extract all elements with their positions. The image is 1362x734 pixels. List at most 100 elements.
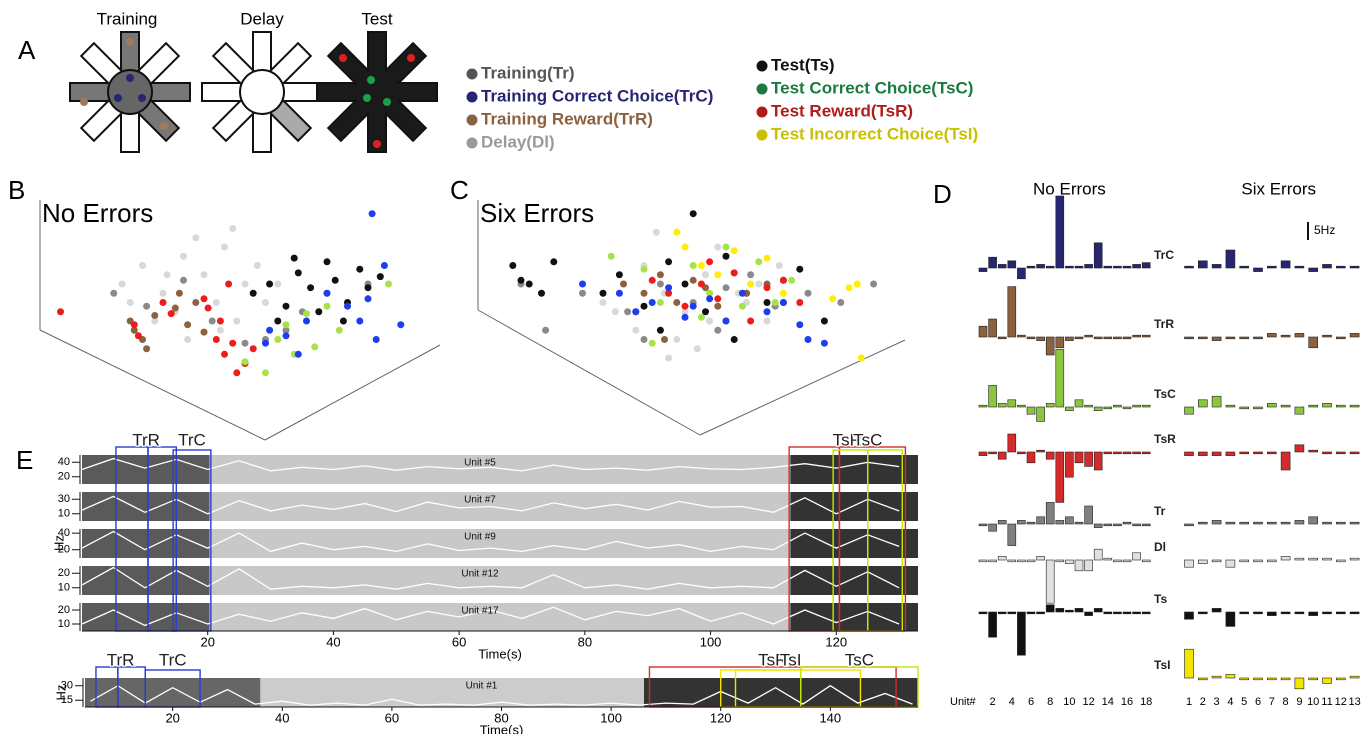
bar [1198,261,1207,268]
x-tick-label: 4 [1227,696,1233,708]
point [698,262,705,269]
dot [383,98,391,106]
point [176,290,183,297]
bar [1198,612,1207,614]
point [706,295,713,302]
point [131,321,138,328]
point [661,336,668,343]
point [600,299,607,306]
point [747,318,754,325]
bar [1017,405,1025,407]
epoch-band [210,529,791,558]
bar [1027,337,1035,339]
bar [1104,266,1112,268]
bar [1240,522,1249,524]
x-tick-label: 40 [275,710,289,725]
bar [1281,335,1290,337]
bar [1185,266,1194,268]
bar [1198,560,1207,564]
x-axis-label: Time(s) [480,722,524,734]
point [796,299,803,306]
point [201,295,208,302]
epoch-band [260,678,644,707]
point [291,255,298,262]
bar [1056,337,1064,348]
bar [1185,560,1194,567]
point [714,327,721,334]
bar [1085,264,1093,268]
point [303,318,310,325]
bar [1267,266,1276,268]
point [706,318,713,325]
maze-test [317,32,437,152]
point [702,271,709,278]
bar [1123,612,1131,614]
legend-label: Test Reward(TsR) [771,101,913,120]
bar [1295,612,1304,614]
point [369,210,376,217]
x-tick-label: 9 [1296,696,1302,708]
point [110,290,117,297]
epoch-label: TrR [107,650,135,669]
x-tick-label: 2 [1200,696,1206,708]
point [612,308,619,315]
point [344,303,351,310]
y-tick-label: 10 [58,618,70,630]
bar [1017,335,1025,337]
legend-dot [467,69,478,80]
chart-title: Six Errors [1241,179,1316,198]
bar [1065,452,1073,477]
bar [1336,560,1345,562]
point [673,229,680,236]
bar [1240,678,1249,680]
bar [998,337,1006,339]
bar [979,326,987,337]
bar [989,319,997,337]
dot [160,122,168,130]
bar [1133,612,1141,614]
point [805,336,812,343]
point [739,303,746,310]
legend-dot [757,84,768,95]
point [649,340,656,347]
bar [979,268,987,272]
bar [1323,522,1332,524]
point [356,266,363,273]
point [542,327,549,334]
bar [1133,452,1141,454]
bar [998,452,1006,459]
point [788,277,795,284]
point [229,340,236,347]
bar [1046,605,1054,612]
x-tick-label: 20 [165,710,179,725]
bar [1226,452,1235,456]
point [184,336,191,343]
point [702,308,709,315]
bar [1027,522,1035,524]
point [821,318,828,325]
point [780,290,787,297]
epoch-band [210,603,791,631]
point [747,271,754,278]
bar [1133,553,1141,560]
arm [368,32,386,74]
unit-label: Unit #5 [464,458,496,469]
bar [1350,452,1359,454]
bar [1198,400,1207,407]
point [846,284,853,291]
bar [1350,266,1359,268]
point [336,327,343,334]
arm [253,110,271,152]
bar [1104,612,1112,614]
bar [1075,522,1083,524]
point [233,318,240,325]
point [649,277,656,284]
point [151,312,158,319]
point [201,329,208,336]
point [747,281,754,288]
arm [148,83,190,101]
bar [1075,400,1083,407]
point [870,281,877,288]
bar [1037,556,1045,560]
epoch-band [210,455,791,484]
